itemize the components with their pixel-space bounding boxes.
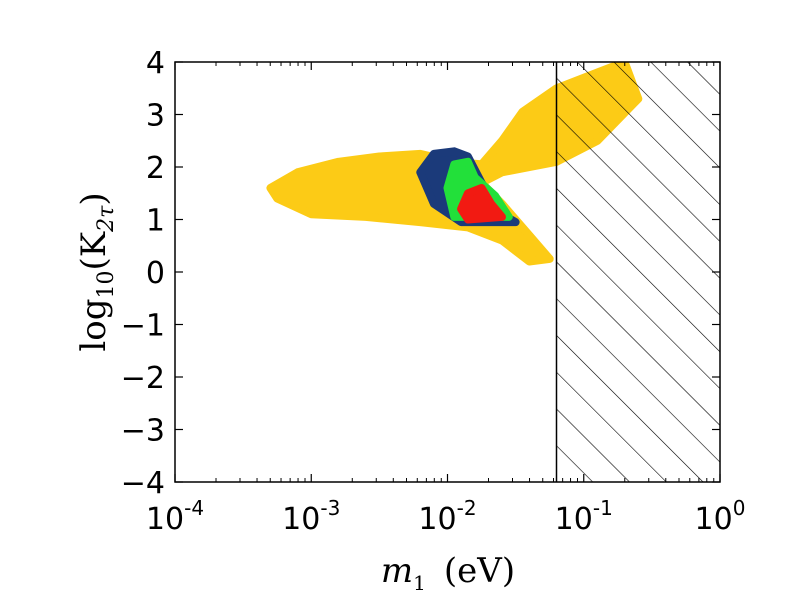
y-tick-label: −4 (121, 466, 165, 501)
y-tick-label: 3 (146, 99, 165, 134)
scatter-region-red (457, 184, 506, 224)
y-tick-label: −1 (121, 309, 165, 344)
x-tick-label: 10-1 (555, 496, 613, 537)
y-tick-label: −2 (121, 361, 165, 396)
x-tick-label: 10-4 (146, 496, 204, 537)
excluded-region-hatch (556, 62, 720, 482)
y-tick-label: 4 (146, 46, 165, 81)
y-tick-label: −3 (121, 414, 165, 449)
x-tick-label: 100 (695, 496, 746, 537)
y-tick-label: 2 (146, 151, 165, 186)
x-tick-label: 10-3 (282, 496, 340, 537)
x-axis-label: m1 (eV) (381, 551, 515, 595)
y-axis-label: log10(K2τ) (74, 192, 119, 351)
y-tick-label: 0 (146, 256, 165, 291)
y-tick-label: 1 (146, 204, 165, 239)
x-tick-label: 10-2 (418, 496, 476, 537)
